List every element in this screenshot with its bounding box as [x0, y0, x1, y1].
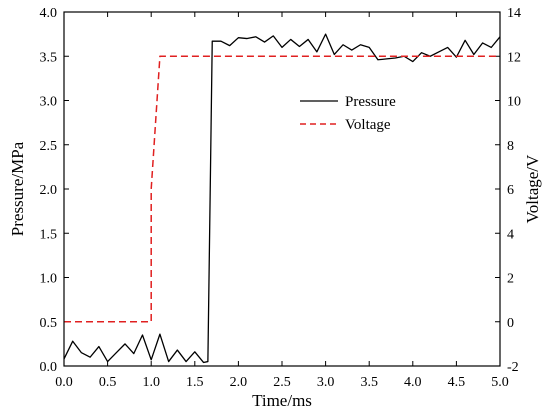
y-left-tick-label: 1.0	[40, 272, 58, 287]
x-tick-label: 2.0	[230, 375, 248, 390]
tick-marks	[63, 11, 501, 367]
x-tick-label: 1.0	[142, 375, 160, 390]
y-left-tick-label: 4.0	[40, 6, 58, 21]
legend-voltage-label: Voltage	[345, 117, 391, 133]
y-left-tick-label: 2.5	[40, 139, 58, 154]
series-line-pressure	[63, 33, 501, 364]
x-tick-label: 0.5	[99, 375, 117, 390]
series-line-voltage	[64, 55, 500, 323]
x-axis-title: Time/ms	[252, 391, 312, 410]
y-left-tick-label: 2.0	[40, 183, 58, 198]
y-right-tick-label: 2	[507, 272, 514, 287]
x-tick-label: 0.0	[55, 375, 73, 390]
y-right-tick-label: 12	[507, 50, 521, 65]
y-right-tick-label: 10	[507, 95, 521, 110]
x-tick-label: 4.5	[448, 375, 466, 390]
y-axis-right-title: Voltage/V	[523, 154, 542, 223]
y-right-tick-label: 0	[507, 316, 514, 331]
y-axis-left-title: Pressure/MPa	[8, 141, 27, 236]
x-tick-label: 5.0	[491, 375, 509, 390]
y-right-tick-label: 4	[507, 227, 514, 242]
y-left-tick-label: 3.0	[40, 95, 58, 110]
y-left-tick-label: 0.5	[40, 316, 58, 331]
y-right-tick-label: 14	[507, 6, 521, 21]
legend: Pressure Voltage	[300, 94, 396, 133]
y-right-tick-label: 6	[507, 183, 514, 198]
x-tick-label: 1.5	[186, 375, 204, 390]
x-tick-label: 3.0	[317, 375, 335, 390]
series-layer	[63, 33, 501, 364]
legend-pressure-label: Pressure	[345, 94, 396, 110]
y-right-tick-label: 8	[507, 139, 514, 154]
x-tick-label: 3.5	[360, 375, 378, 390]
plot-frame	[63, 11, 501, 367]
y-left-tick-label: 1.5	[40, 227, 58, 242]
tick-labels: 0.0 0.5 1.0 1.5 2.0 2.5 3.0 3.5 4.0 4.5 5.0 0.0 0.5 1…	[40, 6, 522, 390]
x-tick-label: 2.5	[273, 375, 291, 390]
y-left-tick-label: 3.5	[40, 50, 58, 65]
y-left-tick-label: 0.0	[40, 360, 58, 375]
x-tick-label: 4.0	[404, 375, 422, 390]
y-right-tick-label: -2	[507, 360, 519, 375]
